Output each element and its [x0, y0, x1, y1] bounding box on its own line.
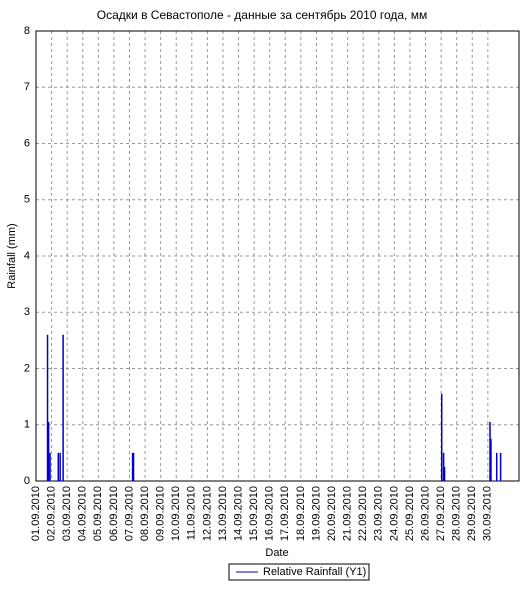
- x-tick-label: 29.09.2010: [466, 486, 478, 541]
- y-axis-label: Rainfall (mm): [6, 223, 18, 288]
- chart-title: Осадки в Севастополе - данные за сентябр…: [97, 8, 427, 22]
- x-tick-label: 04.09.2010: [77, 486, 89, 541]
- x-axis-label: Date: [265, 547, 288, 559]
- x-tick-label: 15.09.2010: [248, 486, 260, 541]
- legend-label: Relative Rainfall (Y1): [263, 566, 366, 578]
- x-tick-label: 09.09.2010: [155, 486, 167, 541]
- x-tick-label: 22.09.2010: [357, 486, 369, 541]
- y-tick-label: 0: [24, 475, 30, 487]
- x-tick-label: 07.09.2010: [123, 486, 135, 541]
- x-tick-label: 08.09.2010: [139, 486, 151, 541]
- x-tick-label: 26.09.2010: [419, 486, 431, 541]
- x-tick-label: 11.09.2010: [186, 486, 198, 540]
- x-tick-label: 30.09.2010: [482, 486, 494, 541]
- x-tick-label: 02.09.2010: [45, 486, 57, 541]
- y-tick-label: 1: [24, 419, 30, 431]
- y-tick-label: 3: [24, 306, 30, 318]
- x-tick-label: 28.09.2010: [451, 486, 463, 541]
- x-tick-label: 16.09.2010: [264, 486, 276, 541]
- x-tick-label: 05.09.2010: [92, 486, 104, 541]
- x-tick-label: 12.09.2010: [201, 486, 213, 541]
- y-tick-label: 7: [24, 81, 30, 93]
- y-tick-label: 6: [24, 137, 30, 149]
- plot-frame: [35, 30, 520, 482]
- y-tick-label: 8: [24, 25, 30, 37]
- x-tick-label: 25.09.2010: [404, 486, 416, 541]
- y-tick-label: 4: [24, 250, 30, 262]
- x-tick-label: 17.09.2010: [279, 486, 291, 541]
- x-tick-label: 01.09.2010: [30, 486, 42, 541]
- x-tick-label: 18.09.2010: [295, 486, 307, 541]
- x-tick-label: 03.09.2010: [61, 486, 73, 541]
- x-tick-label: 10.09.2010: [170, 486, 182, 541]
- x-tick-label: 19.09.2010: [310, 486, 322, 541]
- x-tick-label: 13.09.2010: [217, 486, 229, 541]
- x-tick-label: 14.09.2010: [232, 486, 244, 541]
- x-tick-label: 27.09.2010: [435, 486, 447, 541]
- y-tick-label: 5: [24, 194, 30, 206]
- y-tick-label: 2: [24, 362, 30, 374]
- x-tick-label: 23.09.2010: [373, 486, 385, 541]
- legend-box: [228, 563, 370, 581]
- x-tick-label: 06.09.2010: [108, 486, 120, 541]
- x-tick-label: 24.09.2010: [388, 486, 400, 541]
- x-tick-label: 20.09.2010: [326, 486, 338, 541]
- x-tick-label: 21.09.2010: [342, 486, 354, 541]
